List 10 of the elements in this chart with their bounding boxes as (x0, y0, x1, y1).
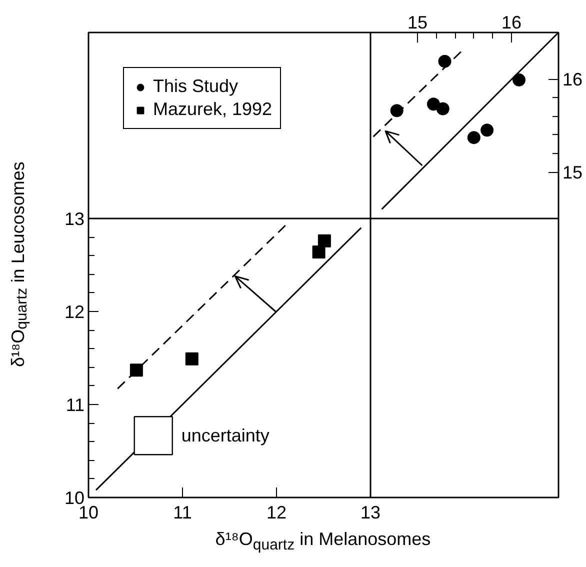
legend-label: Mazurek, 1992 (153, 99, 272, 120)
x-tick-label: 12 (266, 502, 287, 522)
y-tick-label: 12 (64, 302, 85, 322)
x-tick-label: 13 (360, 502, 381, 522)
y-tick-label: 11 (66, 395, 84, 415)
annotation: uncertainty (181, 426, 270, 446)
text: This Study (153, 76, 238, 97)
x-axis-title: δ¹⁸O$_{quartz}$ in Melanosomes (214, 528, 432, 556)
y-tick-label: 13 (64, 209, 85, 229)
x-tick-label: 11 (173, 502, 192, 522)
